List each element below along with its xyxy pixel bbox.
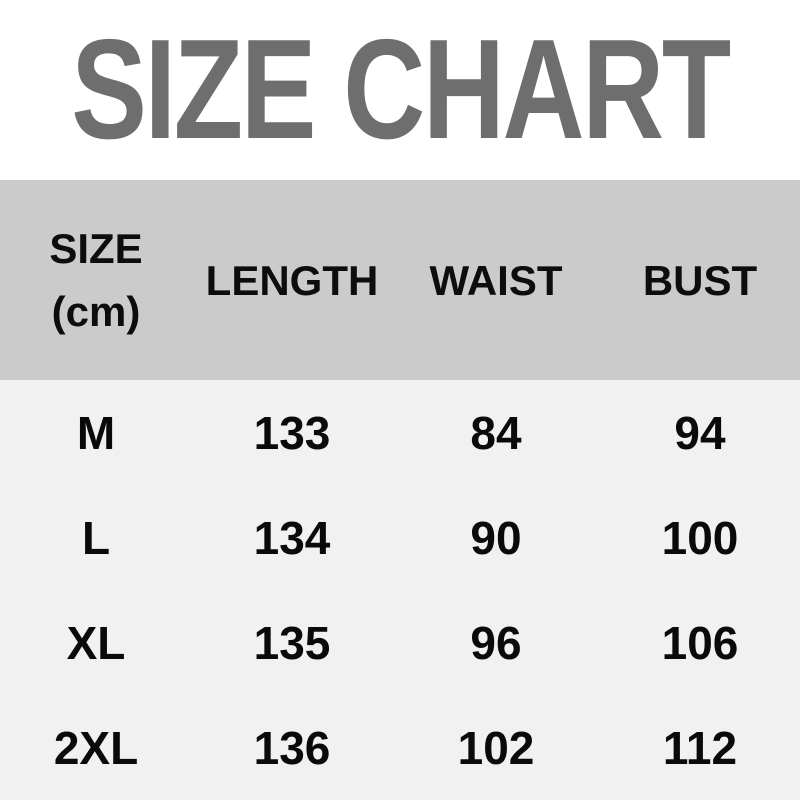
size-cm-value: M xyxy=(76,406,116,459)
header-cell-bust: BUST xyxy=(642,256,758,304)
length-value: 134 xyxy=(253,511,331,564)
table-body: M 133 84 94 L 134 90 100 XL 135 96 106 2XL 136 102 112 xyxy=(0,380,800,800)
table-row: XL 135 96 106 xyxy=(0,590,800,695)
size-cm-value: XL xyxy=(66,616,126,669)
table-row: 2XL 136 102 112 xyxy=(0,695,800,800)
length-value: 135 xyxy=(253,616,331,669)
size-cm-value: 2XL xyxy=(53,721,139,774)
table-header-row: SIZE (cm) LENGTH WAIST BUST xyxy=(0,180,800,380)
length-value: 136 xyxy=(253,721,331,774)
bust-value: 112 xyxy=(662,721,738,774)
table-row: L 134 90 100 xyxy=(0,485,800,590)
waist-value: 102 xyxy=(457,721,535,774)
bust-value: 94 xyxy=(674,406,726,459)
waist-value: 96 xyxy=(470,616,522,669)
bust-value: 106 xyxy=(661,616,739,669)
title-section: SIZE CHART xyxy=(0,0,800,180)
table-row: M 133 84 94 xyxy=(0,380,800,485)
size-table: SIZE (cm) LENGTH WAIST BUST M 133 84 94 L 134 90 1… xyxy=(0,180,800,800)
header-cell-waist: WAIST xyxy=(429,256,563,304)
length-value: 133 xyxy=(253,406,331,459)
header-cell-length: LENGTH xyxy=(205,256,379,304)
page-title: SIZE CHART xyxy=(71,10,731,169)
size-cm-value: L xyxy=(81,511,111,564)
waist-value: 90 xyxy=(470,511,522,564)
bust-value: 100 xyxy=(661,511,739,564)
waist-value: 84 xyxy=(470,406,522,459)
header-cell-size-cm: SIZE (cm) xyxy=(49,225,143,335)
